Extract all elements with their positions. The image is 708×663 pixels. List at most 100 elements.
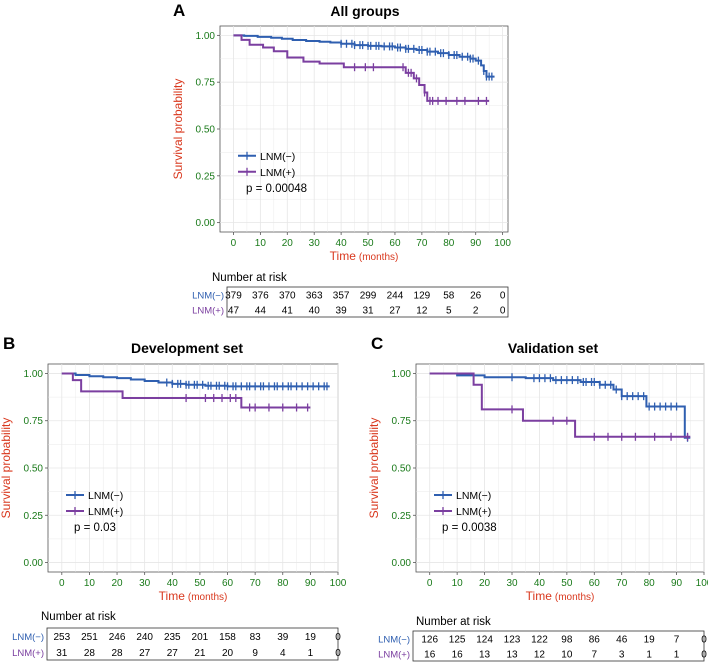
risk-row-label: LNM(−) (378, 635, 410, 646)
risk-cell: 98 (561, 635, 573, 646)
x-tick-label: 10 (452, 578, 464, 589)
risk-cell: 4 (280, 648, 286, 659)
x-tick-label: 40 (534, 578, 546, 589)
risk-cell: 13 (479, 650, 491, 661)
x-axis-title: Time (months) (526, 589, 595, 603)
risk-row-label: LNM(+) (12, 648, 44, 659)
x-tick-label: 10 (84, 578, 96, 589)
risk-cell: 299 (360, 291, 377, 302)
grid (220, 26, 508, 232)
risk-cell: 122 (531, 635, 548, 646)
risk-cell: 240 (136, 632, 153, 643)
y-tick-label: 1.00 (196, 31, 216, 42)
risk-cell: 235 (164, 632, 181, 643)
risk-table-label: Number at risk (416, 616, 491, 628)
series-lnm-neg (61, 372, 330, 391)
series-lnm-neg (429, 372, 691, 442)
legend-label: LNM(−) (88, 490, 123, 502)
y-axis-title: Survival probability (367, 418, 381, 519)
y-tick-label: 0.50 (24, 464, 44, 475)
risk-table-label: Number at risk (212, 272, 287, 284)
y-tick-label: 0.50 (196, 125, 216, 136)
p-value: p = 0.00048 (246, 183, 307, 195)
legend-label: LNM(+) (88, 506, 123, 518)
x-tick-label: 70 (416, 238, 428, 249)
x-tick-label: 80 (277, 578, 289, 589)
x-axis-title-unit: (months) (188, 592, 227, 603)
risk-cell: 12 (416, 306, 428, 317)
p-value: p = 0.03 (74, 522, 116, 534)
legend-label: LNM(+) (260, 167, 295, 179)
y-tick-label: 0.25 (392, 511, 412, 522)
risk-table-box (412, 630, 705, 662)
risk-cell: 1 (674, 650, 680, 661)
risk-cell: 46 (616, 635, 628, 646)
risk-cell: 1 (308, 648, 314, 659)
legend: LNM(−) LNM(+) (66, 490, 123, 518)
x-tick-label: 90 (305, 578, 317, 589)
series-lnm-pos (429, 372, 691, 441)
y-tick-label: 0.00 (392, 558, 412, 569)
x-tick-label: 0 (59, 578, 65, 589)
risk-cell: 44 (255, 306, 267, 317)
x-tick-label: 30 (139, 578, 151, 589)
risk-cell: 19 (305, 632, 317, 643)
risk-cell: 376 (252, 291, 269, 302)
km-curve (233, 34, 490, 102)
risk-cell: 0 (335, 632, 341, 643)
risk-cell: 370 (279, 291, 296, 302)
x-tick-label: 20 (282, 238, 294, 249)
series-lnm-neg (233, 34, 495, 81)
km-curve (429, 372, 691, 438)
x-axis-title-main: Time (526, 589, 553, 603)
panel-letter: C (371, 334, 383, 353)
risk-cell: 16 (424, 650, 436, 661)
km-curve (233, 34, 495, 78)
x-tick-label: 100 (330, 578, 347, 589)
chart-title: Validation set (508, 340, 599, 356)
x-axis-title-main: Time (159, 589, 186, 603)
risk-cell: 28 (111, 648, 123, 659)
panel-letter: B (3, 334, 15, 353)
risk-cell: 7 (592, 650, 598, 661)
risk-row-label: LNM(+) (192, 306, 224, 317)
risk-cell: 0 (701, 650, 707, 661)
risk-cell: 31 (362, 306, 374, 317)
risk-cell: 0 (500, 306, 506, 317)
y-tick-label: 0.25 (24, 511, 44, 522)
x-axis-title-unit: (months) (359, 252, 398, 263)
risk-cell: 3 (619, 650, 625, 661)
x-tick-label: 90 (671, 578, 683, 589)
y-tick-label: 0.00 (196, 218, 216, 229)
risk-cell: 19 (644, 635, 656, 646)
x-tick-label: 0 (427, 578, 433, 589)
risk-cell: 363 (306, 291, 323, 302)
x-tick-label: 30 (309, 238, 321, 249)
risk-row-label: LNM(+) (378, 650, 410, 661)
x-tick-label: 80 (443, 238, 455, 249)
x-tick-label: 60 (589, 578, 601, 589)
x-tick-label: 0 (231, 238, 237, 249)
risk-cell: 123 (504, 635, 521, 646)
y-tick-label: 0.75 (392, 416, 412, 427)
risk-cell: 10 (561, 650, 573, 661)
x-tick-label: 70 (616, 578, 628, 589)
risk-cell: 58 (443, 291, 455, 302)
km-curve (61, 372, 330, 388)
x-tick-label: 60 (222, 578, 234, 589)
x-tick-label: 50 (561, 578, 573, 589)
x-tick-label: 20 (111, 578, 123, 589)
km-curve (61, 372, 311, 409)
risk-cell: 2 (473, 306, 479, 317)
x-tick-label: 70 (250, 578, 262, 589)
series-lnm-pos (61, 372, 311, 412)
x-tick-label: 80 (644, 578, 656, 589)
risk-cell: 47 (228, 306, 240, 317)
